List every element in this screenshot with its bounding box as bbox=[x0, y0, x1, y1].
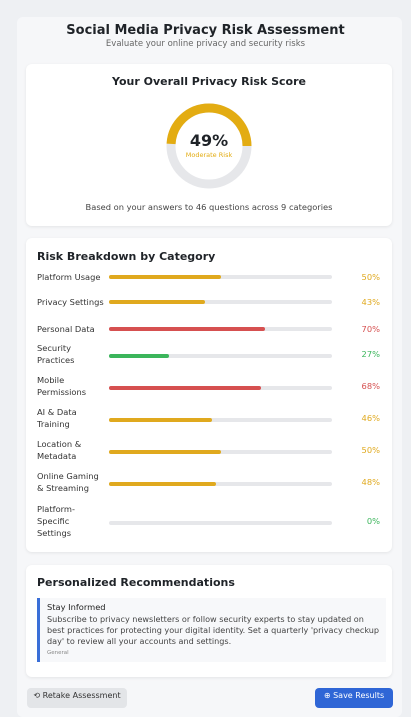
progress-track bbox=[109, 300, 332, 304]
category-label: Privacy Settings bbox=[37, 297, 104, 307]
progress-fill bbox=[109, 275, 221, 279]
score-value: 49% bbox=[189, 131, 229, 150]
progress-fill bbox=[109, 450, 221, 454]
progress-fill bbox=[109, 354, 170, 358]
score-level: Moderate Risk bbox=[185, 151, 233, 159]
category-percent: 50% bbox=[361, 272, 380, 282]
category-label: Platform-Specific Settings bbox=[37, 504, 75, 538]
score-card bbox=[26, 64, 392, 226]
category-percent: 68% bbox=[361, 381, 380, 391]
progress-track bbox=[109, 386, 332, 390]
progress-track bbox=[109, 482, 332, 486]
category-percent: 46% bbox=[361, 413, 380, 423]
page: Social Media Privacy Risk Assessment Eva… bbox=[26, 23, 393, 708]
category-percent: 43% bbox=[361, 297, 380, 307]
progress-track bbox=[109, 418, 332, 422]
progress-fill bbox=[109, 386, 261, 390]
recommendation-title: Stay Informed bbox=[47, 602, 106, 612]
progress-track bbox=[109, 354, 332, 358]
breakdown-card bbox=[26, 238, 392, 552]
progress-fill bbox=[109, 418, 212, 422]
progress-track bbox=[109, 327, 332, 331]
category-label: Online Gaming & Streaming bbox=[37, 471, 99, 493]
page-subtitle: Evaluate your online privacy and securit… bbox=[105, 39, 306, 49]
category-percent: 50% bbox=[361, 445, 380, 455]
category-label: Personal Data bbox=[37, 324, 95, 334]
category-label: Mobile Permissions bbox=[37, 375, 87, 397]
recommendation-tag: General bbox=[47, 650, 69, 656]
category-percent: 70% bbox=[361, 324, 380, 334]
category-percent: 48% bbox=[361, 477, 380, 487]
category-label: Location & Metadata bbox=[37, 439, 82, 461]
recommendation-text: Subscribe to privacy newsletters or foll… bbox=[47, 614, 380, 646]
category-label: Platform Usage bbox=[37, 272, 101, 282]
recommendation-item: Stay Informed Subscribe to privacy newsl… bbox=[37, 598, 386, 662]
gauge-arc bbox=[166, 103, 252, 189]
score-gauge bbox=[166, 103, 252, 189]
category-percent: 27% bbox=[361, 349, 380, 359]
progress-fill bbox=[109, 327, 266, 331]
score-note: Based on your answers to 46 questions ac… bbox=[85, 202, 333, 212]
breakdown-title: Risk Breakdown by Category bbox=[37, 250, 216, 263]
progress-track bbox=[109, 275, 332, 279]
progress-fill bbox=[109, 300, 205, 304]
save-button[interactable]: ⊕ Save Results bbox=[315, 688, 393, 708]
category-label: Security Practices bbox=[37, 343, 75, 365]
page-title: Social Media Privacy Risk Assessment bbox=[66, 23, 345, 38]
recommendations-title: Personalized Recommendations bbox=[37, 576, 235, 589]
retake-button[interactable]: ⟲ Retake Assessment bbox=[27, 688, 127, 708]
category-label: AI & Data Training bbox=[37, 407, 77, 429]
progress-track bbox=[109, 450, 332, 454]
category-percent: 0% bbox=[366, 516, 380, 526]
progress-track bbox=[109, 521, 332, 525]
score-title: Your Overall Privacy Risk Score bbox=[112, 75, 306, 88]
progress-fill bbox=[109, 482, 217, 486]
